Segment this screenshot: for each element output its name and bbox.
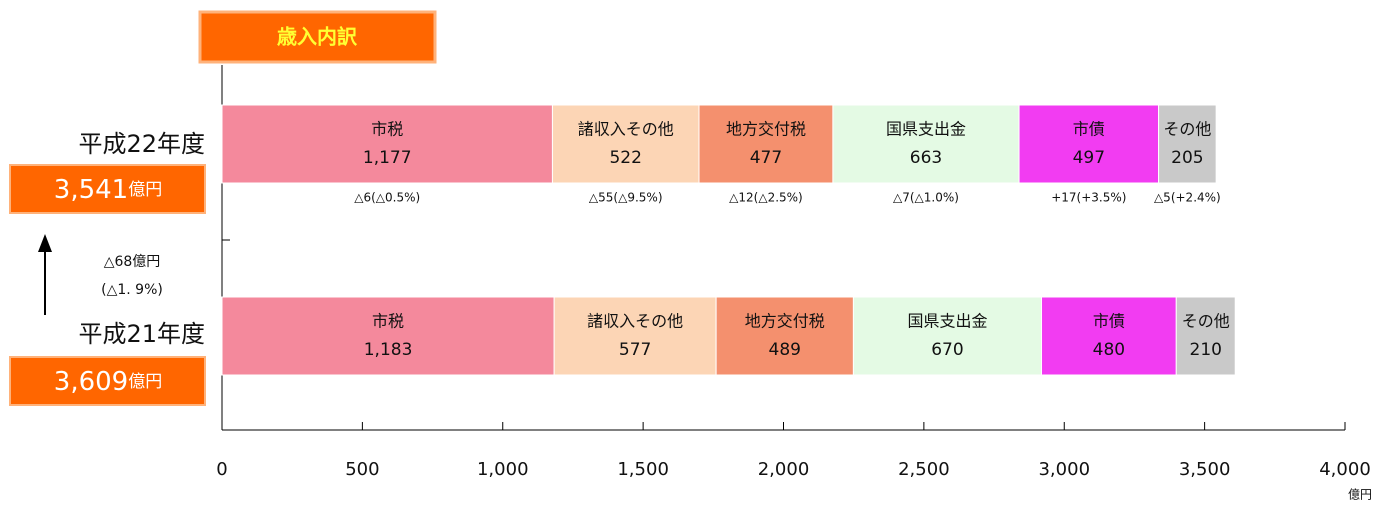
segment-value: 480	[1093, 340, 1125, 360]
x-tick-label: 1,000	[477, 459, 529, 480]
segment-name: 地方交付税	[726, 120, 806, 139]
chart-title: 歳入内訳	[277, 25, 358, 49]
total-label: 3,541億円	[54, 175, 162, 205]
change-label: △7(△1.0%)	[893, 191, 959, 205]
bar-segment	[1018, 104, 1160, 184]
annotation: △68億円	[104, 254, 161, 270]
bar-segment	[551, 104, 700, 184]
segment-name: 地方交付税	[745, 312, 825, 331]
category-label: 平成21年度	[78, 320, 205, 348]
x-tick-label: 3,000	[1038, 459, 1090, 480]
x-tick-label: 4,000	[1319, 459, 1371, 480]
bar-segment	[832, 104, 1020, 184]
segment-value: 1,183	[364, 340, 413, 360]
x-tick-label: 1,500	[617, 459, 669, 480]
change-label: △6(△0.5%)	[354, 191, 420, 205]
segment-name: 国県支出金	[907, 312, 987, 331]
segment-name: その他	[1163, 120, 1211, 139]
change-label: +17(+3.5%)	[1051, 191, 1126, 205]
bar-segment	[715, 296, 854, 376]
bar-segment	[852, 296, 1043, 376]
segment-name: 市税	[372, 312, 404, 331]
bar-segment	[221, 296, 555, 376]
segment-name: 市債	[1073, 120, 1105, 139]
total-unit: 億円	[128, 372, 162, 392]
total-unit: 億円	[128, 180, 162, 200]
bar-segment	[221, 104, 553, 184]
title-badge	[198, 10, 437, 64]
total-value: 3,541	[54, 175, 128, 205]
segment-value: 1,177	[363, 148, 412, 168]
segment-name: その他	[1182, 312, 1230, 331]
total-label: 3,609億円	[54, 367, 162, 397]
bar-segment	[553, 296, 717, 376]
x-axis-label: 億円	[1348, 488, 1372, 502]
x-tick-label: 2,500	[898, 459, 950, 480]
segment-value: 670	[931, 340, 963, 360]
change-label: △5(+2.4%)	[1154, 191, 1221, 205]
bar-segment	[698, 104, 834, 184]
total-box	[9, 164, 206, 214]
x-tick-label: 2,000	[758, 459, 810, 480]
change-label: △12(△2.5%)	[729, 191, 803, 205]
bar-segment	[1175, 296, 1236, 376]
x-tick-label: 0	[216, 459, 227, 480]
segment-name: 諸収入その他	[578, 120, 674, 139]
category-label: 平成22年度	[78, 130, 205, 158]
segment-value: 210	[1190, 340, 1222, 360]
segment-value: 477	[750, 148, 782, 168]
segment-value: 663	[910, 148, 942, 168]
segment-name: 市債	[1093, 312, 1125, 331]
bar-segment	[1158, 104, 1217, 184]
x-tick-label: 500	[345, 459, 379, 480]
segment-name: 諸収入その他	[587, 312, 683, 331]
arrow-head	[38, 234, 52, 252]
segment-name: 国県支出金	[886, 120, 966, 139]
change-label: △55(△9.5%)	[589, 191, 663, 205]
x-tick-label: 3,500	[1179, 459, 1231, 480]
bar-segment	[1041, 296, 1177, 376]
segment-name: 市税	[371, 120, 403, 139]
segment-value: 497	[1073, 148, 1105, 168]
segment-value: 489	[769, 340, 801, 360]
annotation: (△1. 9%)	[101, 282, 163, 298]
total-box	[9, 356, 206, 406]
total-value: 3,609	[54, 367, 128, 397]
segment-value: 522	[609, 148, 641, 168]
segment-value: 205	[1171, 148, 1203, 168]
segment-value: 577	[619, 340, 651, 360]
